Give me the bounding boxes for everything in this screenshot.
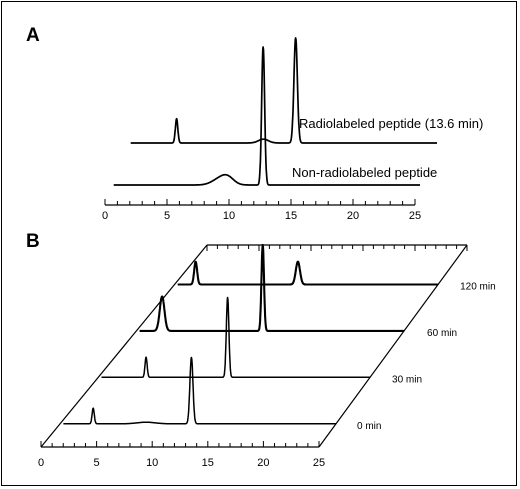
- panel-a-series-label: Non-radiolabeled peptide: [292, 165, 437, 180]
- panel-b-front-x-tick-label: 5: [94, 457, 100, 469]
- panel-b-trace: [138, 243, 405, 332]
- panel-b-front-x-tick-label: 20: [257, 457, 269, 469]
- panel-a-x-tick-label: 20: [347, 210, 359, 222]
- panel-b-front-x-tick-label: 15: [202, 457, 214, 469]
- panel-b-series-label: 0 min: [357, 421, 381, 432]
- panel-letter-b: B: [26, 231, 40, 252]
- panel-b-front-x-tick-label: 0: [38, 457, 44, 469]
- panel-b-trace: [176, 260, 439, 286]
- panel-a-trace: [130, 37, 438, 144]
- panel-a-series-label: Radiolabeled peptide (13.6 min): [299, 116, 483, 131]
- panel-b-depth-edge-right: [318, 244, 468, 448]
- panel-b-series-label: 60 min: [427, 328, 457, 339]
- panel-b-depth-edge-left: [40, 244, 208, 448]
- panel-a-x-tick-label: 0: [102, 210, 108, 222]
- panel-b-trace: [62, 356, 337, 425]
- panel-a-trace: [113, 46, 421, 186]
- panel-a-x-tick-label: 10: [223, 210, 235, 222]
- panel-a-x-tick-label: 25: [409, 210, 421, 222]
- panel-letter-a: A: [26, 25, 40, 46]
- panel-b-series-label: 30 min: [392, 374, 422, 385]
- panel-a-x-tick-label: 5: [164, 210, 170, 222]
- panel-b-trace: [101, 296, 371, 379]
- panel-b-series-label: 120 min: [460, 281, 496, 292]
- panel-a-x-tick-label: 15: [285, 210, 297, 222]
- panel-b-front-x-tick-label: 10: [146, 457, 158, 469]
- panel-b-front-x-tick-label: 25: [313, 457, 325, 469]
